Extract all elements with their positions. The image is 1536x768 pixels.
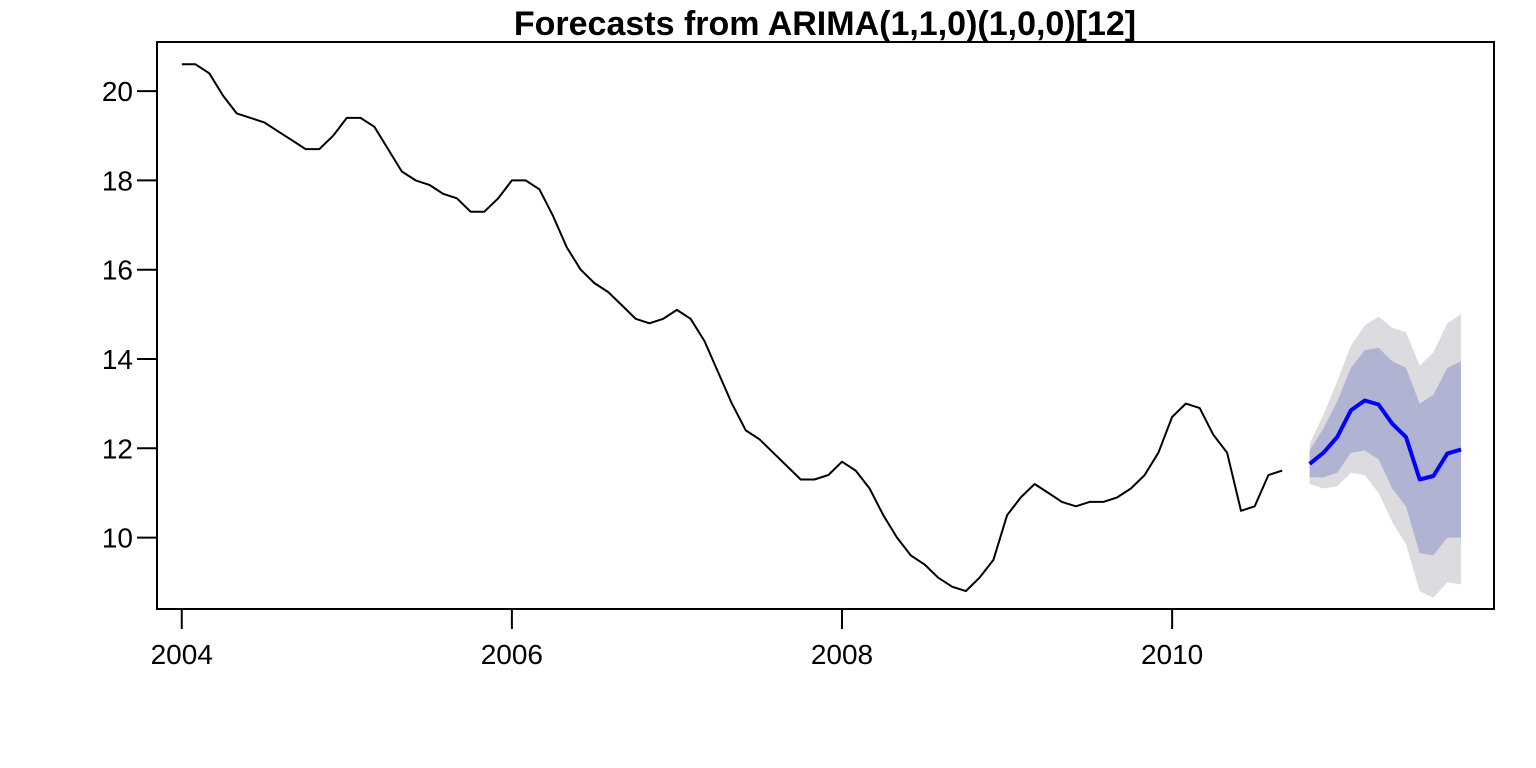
x-tick-label: 2004 [151, 639, 213, 670]
prediction-band-80 [1309, 347, 1461, 556]
y-tick-label: 20 [102, 76, 133, 107]
x-tick-label: 2006 [481, 639, 543, 670]
y-tick-label: 12 [102, 433, 133, 464]
y-tick-label: 14 [102, 344, 133, 375]
x-tick-label: 2008 [811, 639, 873, 670]
observed-series-line [181, 63, 1283, 593]
y-tick-label: 16 [102, 255, 133, 286]
forecast-series-line [1308, 398, 1462, 482]
chart-title: Forecasts from ARIMA(1,1,0)(1,0,0)[12] [514, 5, 1136, 43]
y-tick-label: 10 [102, 523, 133, 554]
y-axis: 10 12 14 16 18 20 [102, 76, 158, 554]
x-tick-label: 2010 [1141, 639, 1203, 670]
plot-frame [156, 41, 1495, 610]
y-tick-label: 18 [102, 165, 133, 196]
x-axis: 2004 2006 2008 2010 [151, 608, 1203, 670]
